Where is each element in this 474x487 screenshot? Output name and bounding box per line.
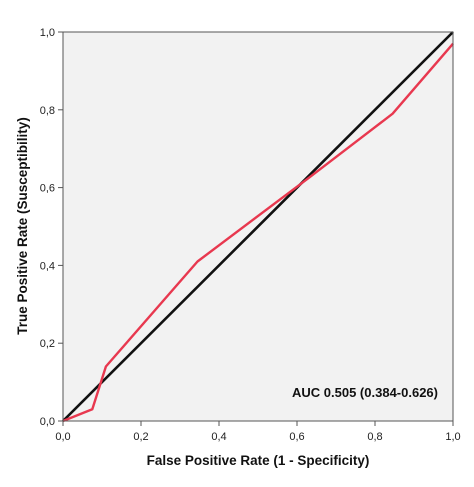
- x-tick-label: 0,8: [367, 431, 382, 443]
- y-tick-label: 0,4: [40, 260, 55, 272]
- plot-frame: [62, 31, 454, 422]
- y-tick-label: 0,8: [40, 105, 55, 117]
- reference-diagonal-line: [62, 31, 454, 422]
- x-tick-label: 0,0: [55, 431, 70, 443]
- y-tick-label: 0,6: [40, 183, 55, 195]
- x-tick-label: 1,0: [445, 431, 460, 443]
- y-tick-label: 1,0: [40, 27, 55, 39]
- roc-curve-line: [62, 42, 454, 423]
- y-tick-label: 0,2: [40, 338, 55, 350]
- x-tick-label: 0,6: [289, 431, 304, 443]
- x-tick-label: 0,4: [211, 431, 226, 443]
- x-axis-title: False Positive Rate (1 - Specificity): [147, 453, 370, 468]
- x-tick-label: 0,2: [133, 431, 148, 443]
- y-axis-title: True Positive Rate (Susceptibility): [15, 117, 30, 335]
- y-tick-label: 0,0: [40, 416, 55, 428]
- auc-annotation: AUC 0.505 (0.384-0.626): [292, 385, 438, 400]
